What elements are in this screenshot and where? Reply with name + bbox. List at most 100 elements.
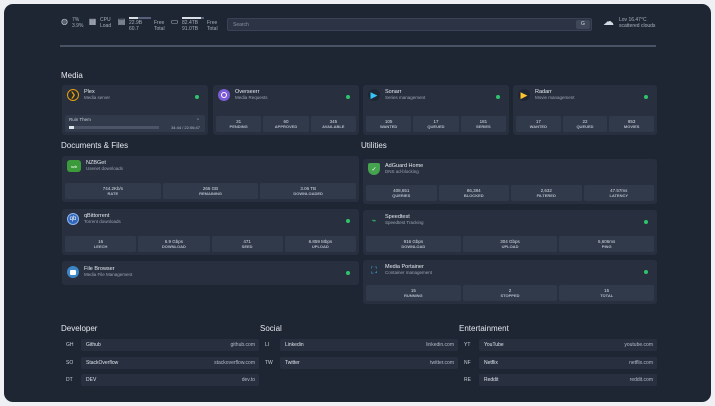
- bookmark-github[interactable]: GH Github github.com: [66, 339, 259, 351]
- filebrowser-card[interactable]: File Browser Media File Management: [62, 261, 359, 285]
- stat-approved: 60 APPROVED: [263, 116, 309, 132]
- stat-label: RUNNING: [404, 293, 423, 298]
- bookmark-dev[interactable]: DT DEV dev.to: [66, 374, 259, 386]
- bookmark-abbr: RE: [464, 377, 471, 383]
- bookmark-linkedin[interactable]: LI Linkedin linkedin.com: [265, 339, 458, 351]
- bookmark-abbr: SO: [66, 360, 74, 366]
- stat-label: UPLOAD: [501, 244, 519, 249]
- speedtest-icon: ⌁: [371, 215, 377, 225]
- memory-free-value: 22.9B: [129, 20, 143, 26]
- bookmark-reddit[interactable]: RE Reddit reddit.com: [464, 374, 657, 386]
- stat-label: WANTED: [379, 124, 398, 129]
- radarr-card[interactable]: ▶ Radarr Movie management 17 WANTED 22 QUEU…: [513, 85, 657, 135]
- stat-value: 744.2Kb/s: [102, 185, 123, 191]
- bookmark-twitter[interactable]: TW Twitter twitter.com: [265, 357, 458, 369]
- overseerr-card[interactable]: Overseerr Media Requests 31 PENDING 60 APPR…: [213, 85, 359, 135]
- stat-value: 60: [283, 118, 289, 124]
- stat-label: PING: [601, 244, 612, 249]
- memory-icon: ▤: [117, 17, 126, 26]
- stat-label: STOPPED: [500, 293, 520, 298]
- stat-label: UPLOAD: [311, 244, 329, 249]
- portainer-card[interactable]: ⛶ Media Portainer Container management 15…: [363, 260, 657, 304]
- radarr-sub: Movie management: [535, 95, 575, 100]
- bookmark-name: Netflix: [484, 360, 498, 366]
- stat-download: 6.9 Gbps DOWNLOAD: [138, 236, 210, 252]
- nzbget-sub: Usenet downloads: [86, 166, 124, 171]
- portainer-icon: ⛶: [370, 264, 378, 275]
- stat-label: LATENCY: [609, 193, 629, 198]
- stat-label: REMAINING: [199, 191, 222, 196]
- stat-label: PENDING: [229, 124, 248, 129]
- bookmark-url: twitter.com: [430, 360, 454, 366]
- bookmark-abbr: LI: [265, 342, 270, 348]
- weather-temp: Lov 16.47°C: [619, 17, 647, 23]
- stat-series: 181 SERIES: [460, 116, 506, 132]
- stat-downloaded: 3.06 TB DOWNLOADED: [260, 183, 357, 199]
- bookmark-youtube[interactable]: YT YouTube youtube.com: [464, 339, 657, 351]
- stat-value: 47.57ms: [610, 187, 628, 193]
- search-provider-button[interactable]: G: [576, 20, 590, 29]
- speedtest-name: Speedtest: [385, 214, 410, 220]
- stat-wanted: 105 WANTED: [366, 116, 412, 132]
- bookmark-stackoverflow[interactable]: SO StackOverflow stackoverflow.com: [66, 357, 259, 369]
- stat-value: 15: [410, 287, 416, 293]
- stat-label: QUEUED: [427, 124, 445, 129]
- bookmark-netflix[interactable]: NF Netflix netflix.com: [464, 357, 657, 369]
- bookmark-name: Twitter: [285, 360, 300, 366]
- sonarr-sub: Series management: [385, 95, 426, 100]
- adguard-sub: DNS ad-blocking: [385, 169, 419, 174]
- stat-value: 22: [582, 118, 588, 124]
- memory-bar: [129, 17, 151, 19]
- stat-value: 181: [479, 118, 488, 124]
- radarr-name: Radarr: [535, 89, 552, 95]
- bookmark-name: DEV: [86, 377, 97, 383]
- filebrowser-name: File Browser: [84, 266, 115, 272]
- nzbget-card[interactable]: nzb NZBGet Usenet downloads 744.2Kb/s RATE…: [62, 156, 359, 202]
- disk-icon: ▭: [170, 17, 179, 26]
- now-playing-title: Ruin Them: [69, 117, 91, 122]
- bookmark-name: Reddit: [484, 377, 499, 383]
- section-developer-title: Developer: [61, 324, 98, 333]
- sonarr-card[interactable]: ▶ Sonarr Series management 105 WANTED 17 QU…: [363, 85, 509, 135]
- sonarr-name: Sonarr: [385, 89, 402, 95]
- bookmark-url: linkedin.com: [426, 342, 454, 348]
- bookmark-name: Github: [86, 342, 101, 348]
- status-dot: [644, 95, 648, 99]
- adguard-card[interactable]: ✓ AdGuard Home DNS ad-blocking 408,651 QUE…: [363, 159, 657, 204]
- bookmark-abbr: NF: [464, 360, 471, 366]
- stat-seed: 471 SEED: [211, 236, 283, 252]
- info-icon[interactable]: ◔: [195, 117, 199, 123]
- bookmark-abbr: TW: [265, 360, 273, 366]
- stat-value: 345: [329, 118, 338, 124]
- stat-label: RATE: [107, 191, 119, 196]
- playback-progress-bar: [69, 126, 159, 129]
- plex-card[interactable]: ❯ Plex Media server Ruin Them ◔ 34:44 / 2…: [62, 85, 208, 135]
- status-dot: [496, 95, 500, 99]
- bookmark-url: dev.to: [241, 377, 255, 383]
- stat-label: LEECH: [93, 244, 108, 249]
- stat-label: SERIES: [475, 124, 491, 129]
- status-dot: [644, 220, 648, 224]
- cpu-load-widget: ▦ CPU Load: [88, 17, 111, 29]
- stat-value: 853: [627, 118, 636, 124]
- portainer-sub: Container management: [385, 270, 433, 275]
- cpu-top-value: 7%: [72, 17, 80, 23]
- qbittorrent-card[interactable]: qb qBittorrent Torrent downloads 16 LEECH …: [62, 209, 359, 255]
- stat-ping: 6,606ms PING: [559, 236, 655, 252]
- nzbget-name: NZBGet: [86, 160, 106, 166]
- speedtest-card[interactable]: ⌁ Speedtest Speedtest Tracking 916 Gbps DO…: [363, 210, 657, 255]
- section-documents-title: Documents & Files: [61, 141, 129, 150]
- bookmark-url: github.com: [230, 342, 255, 348]
- stat-blocked: 86,384 BLOCKED: [438, 185, 509, 201]
- bookmark-name: YouTube: [484, 342, 504, 348]
- search-input[interactable]: Search G: [227, 18, 592, 31]
- header-divider: [60, 45, 656, 47]
- stat-label: MOVIES: [623, 124, 640, 129]
- stat-value: 3.06 TB: [300, 185, 317, 191]
- disk-total-label: Total: [207, 26, 218, 32]
- bookmark-url: stackoverflow.com: [214, 360, 255, 366]
- stat-pending: 31 PENDING: [216, 116, 262, 132]
- cpu-icon: ▦: [88, 17, 97, 26]
- stat-filtered: 2,632 FILTERED: [511, 185, 582, 201]
- cpu-usage-widget: ◍ 7% 3.9%: [60, 17, 83, 29]
